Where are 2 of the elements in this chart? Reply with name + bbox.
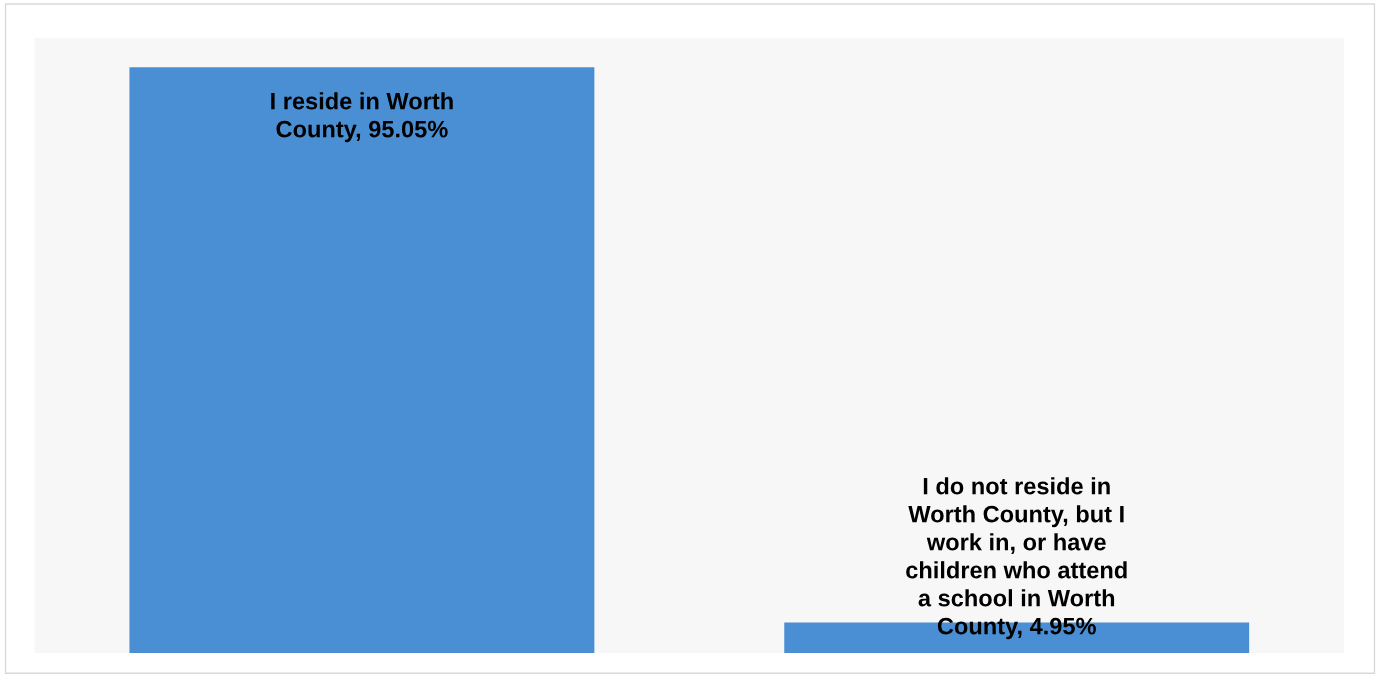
data-label: I reside in Worth County, 95.05% — [271, 92, 453, 143]
data-label: I do not reside in Worth County, but I work in, or have children who attend a school in Worth County, 4.95% — [906, 477, 1127, 640]
